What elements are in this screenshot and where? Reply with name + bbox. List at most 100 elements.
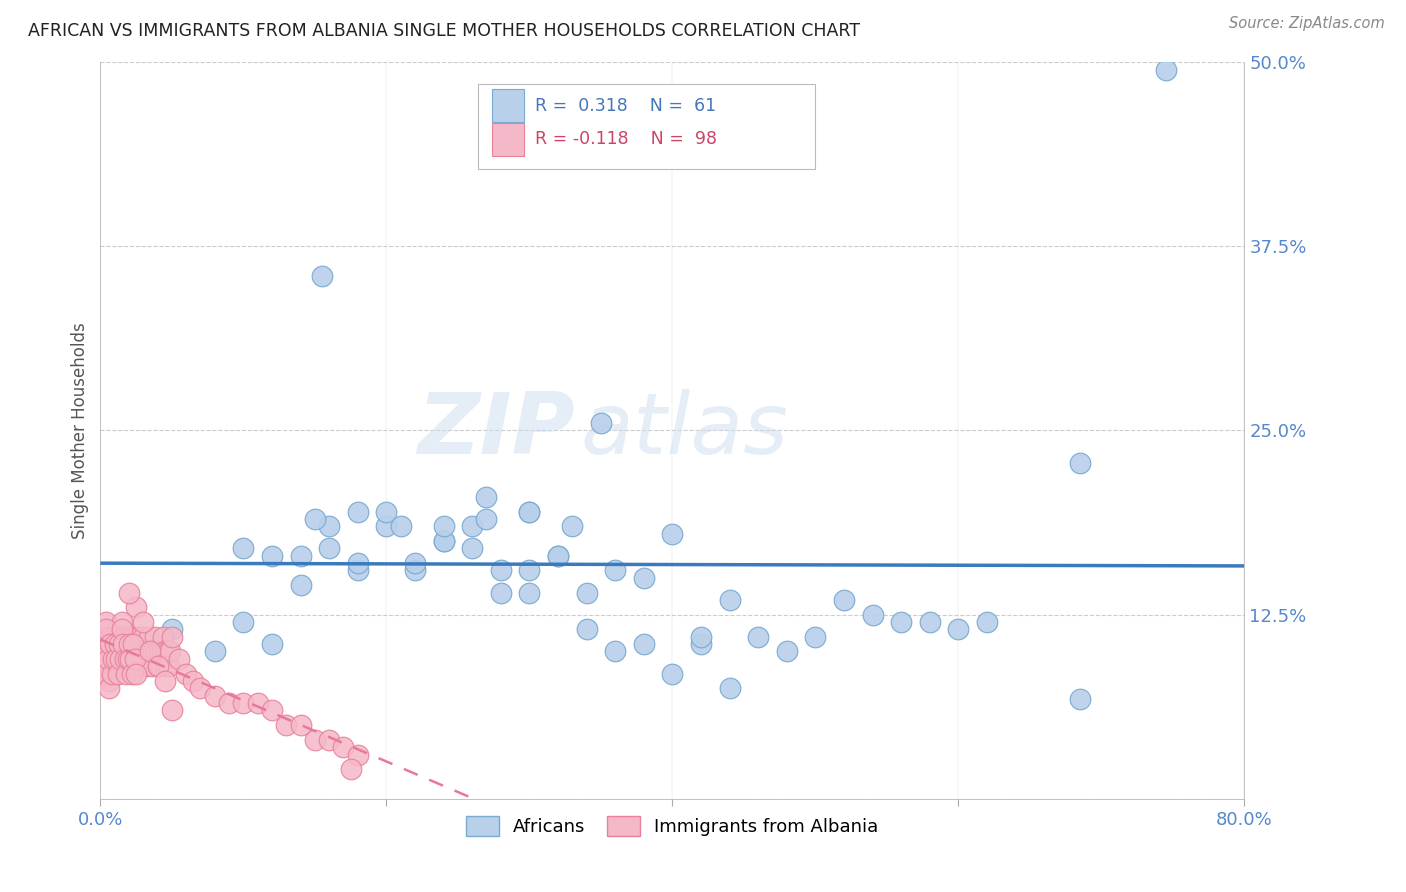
Point xyxy=(143,630,166,644)
Point xyxy=(718,681,741,696)
Point xyxy=(547,549,569,563)
Point xyxy=(918,615,941,629)
Text: Source: ZipAtlas.com: Source: ZipAtlas.com xyxy=(1229,16,1385,31)
Point xyxy=(153,673,176,688)
Point xyxy=(148,644,170,658)
Point xyxy=(561,519,583,533)
Point xyxy=(125,666,148,681)
Point xyxy=(174,666,197,681)
Point xyxy=(575,585,598,599)
Point xyxy=(115,659,138,673)
Point xyxy=(139,644,162,658)
Point xyxy=(690,637,713,651)
Point xyxy=(124,652,146,666)
Y-axis label: Single Mother Households: Single Mother Households xyxy=(72,322,89,539)
Point xyxy=(97,673,120,688)
Point xyxy=(120,652,142,666)
Point xyxy=(94,615,117,629)
Point xyxy=(318,732,340,747)
Point xyxy=(112,630,135,644)
Point xyxy=(1069,691,1091,706)
Point xyxy=(976,615,998,629)
Point xyxy=(218,696,240,710)
Point xyxy=(128,630,150,644)
FancyBboxPatch shape xyxy=(492,123,523,156)
Point xyxy=(290,549,312,563)
Point xyxy=(108,637,131,651)
Point xyxy=(132,630,155,644)
Point xyxy=(114,644,136,658)
Point xyxy=(605,564,627,578)
Text: AFRICAN VS IMMIGRANTS FROM ALBANIA SINGLE MOTHER HOUSEHOLDS CORRELATION CHART: AFRICAN VS IMMIGRANTS FROM ALBANIA SINGL… xyxy=(28,22,860,40)
Point xyxy=(103,644,125,658)
Text: atlas: atlas xyxy=(581,389,789,472)
Point xyxy=(432,533,454,548)
Point xyxy=(121,659,143,673)
Point xyxy=(107,666,129,681)
Point xyxy=(142,644,165,658)
Point xyxy=(690,630,713,644)
Point xyxy=(375,504,398,518)
Point xyxy=(90,644,112,658)
Point xyxy=(110,652,132,666)
Point xyxy=(91,637,114,651)
Point xyxy=(332,740,354,755)
Point xyxy=(110,644,132,658)
Point xyxy=(101,666,124,681)
Legend: Africans, Immigrants from Albania: Africans, Immigrants from Albania xyxy=(457,807,887,845)
Point xyxy=(204,689,226,703)
Point xyxy=(832,593,855,607)
Point xyxy=(346,564,368,578)
Point xyxy=(90,652,112,666)
Point xyxy=(160,703,183,717)
Point xyxy=(105,652,128,666)
Point xyxy=(118,630,141,644)
Point xyxy=(589,416,612,430)
Point xyxy=(111,623,134,637)
Point xyxy=(111,615,134,629)
Point xyxy=(181,673,204,688)
Point xyxy=(304,732,326,747)
Point xyxy=(404,564,426,578)
Point xyxy=(122,630,145,644)
Point xyxy=(633,571,655,585)
Point xyxy=(118,637,141,651)
Point xyxy=(375,519,398,533)
Point xyxy=(862,607,884,622)
Point xyxy=(93,666,115,681)
FancyBboxPatch shape xyxy=(478,84,815,169)
Point xyxy=(246,696,269,710)
Point xyxy=(232,541,254,556)
Point xyxy=(661,526,683,541)
Point xyxy=(107,659,129,673)
Point xyxy=(94,623,117,637)
Point xyxy=(346,747,368,762)
Point xyxy=(346,556,368,570)
Point xyxy=(575,623,598,637)
Point xyxy=(134,644,156,658)
Point xyxy=(117,652,139,666)
Point xyxy=(260,637,283,651)
Point xyxy=(346,504,368,518)
Point xyxy=(890,615,912,629)
Point xyxy=(155,659,177,673)
Point xyxy=(159,644,181,658)
Point xyxy=(127,644,149,658)
Point xyxy=(1154,62,1177,77)
Point xyxy=(804,630,827,644)
Point xyxy=(125,659,148,673)
Point xyxy=(232,696,254,710)
Point xyxy=(156,644,179,658)
FancyBboxPatch shape xyxy=(492,89,523,122)
Point xyxy=(153,644,176,658)
Point xyxy=(136,644,159,658)
Point xyxy=(96,644,118,658)
Point xyxy=(519,564,541,578)
Point xyxy=(519,504,541,518)
Point xyxy=(145,644,167,658)
Point xyxy=(91,630,114,644)
Point xyxy=(605,644,627,658)
Point xyxy=(519,504,541,518)
Point xyxy=(747,630,769,644)
Point xyxy=(138,630,160,644)
